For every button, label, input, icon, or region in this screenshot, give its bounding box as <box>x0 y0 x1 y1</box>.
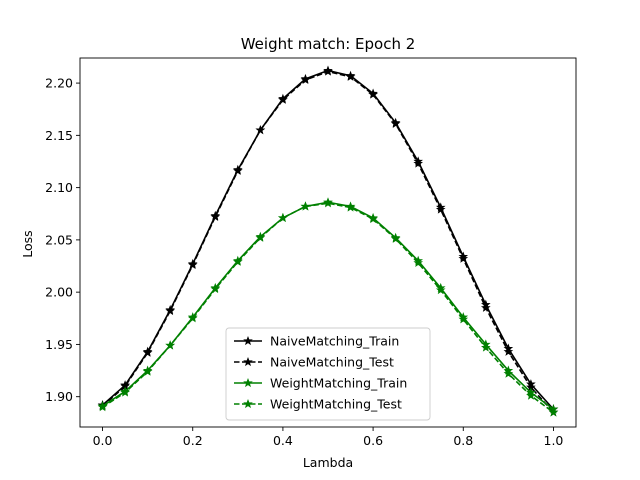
legend-marker <box>243 398 253 409</box>
data-point <box>413 257 423 267</box>
legend-entry: NaiveMatching_Train <box>234 334 399 349</box>
data-point <box>323 66 333 76</box>
legend-entry: NaiveMatching_Test <box>234 355 394 370</box>
legend-box <box>225 327 431 421</box>
data-point <box>142 366 153 376</box>
data-point <box>165 305 175 316</box>
data-point <box>255 125 266 135</box>
axes-frame <box>79 57 577 428</box>
data-point <box>210 211 221 221</box>
x-tick-label: 0.2 <box>183 433 203 448</box>
data-point <box>345 202 356 212</box>
y-tick-label: 2.10 <box>45 180 73 195</box>
series-NaiveMatching_Test <box>97 66 559 417</box>
y-tick-label: 1.95 <box>45 337 73 352</box>
data-point <box>368 89 378 99</box>
x-tick-label: 1.0 <box>544 433 564 448</box>
data-point <box>278 94 288 104</box>
y-tick-label: 2.20 <box>45 76 73 91</box>
data-point <box>300 201 311 211</box>
data-point <box>97 402 108 412</box>
x-tick-label: 0.8 <box>453 433 473 448</box>
legend-label: WeightMatching_Test <box>270 397 402 412</box>
data-point <box>390 233 401 243</box>
data-point <box>503 368 514 378</box>
legend-entry: WeightMatching_Train <box>234 376 407 391</box>
data-point <box>278 212 288 223</box>
legend-entry: WeightMatching_Test <box>234 397 402 412</box>
data-point <box>187 313 198 323</box>
data-point <box>142 347 153 357</box>
legend-label: NaiveMatching_Train <box>270 334 399 349</box>
series-layer <box>97 65 559 417</box>
data-point <box>481 342 491 352</box>
data-point <box>481 302 491 312</box>
x-tick-label: 0.4 <box>273 433 293 448</box>
data-point <box>458 314 469 324</box>
data-point <box>165 340 175 350</box>
data-point <box>526 390 536 400</box>
data-point <box>368 213 378 224</box>
data-point <box>435 204 446 214</box>
data-point <box>120 387 130 397</box>
chart-title: Weight match: Epoch 2 <box>241 35 416 53</box>
x-axis-label: Lambda <box>303 455 353 470</box>
data-point <box>503 346 514 356</box>
y-tick-label: 2.00 <box>45 285 73 300</box>
legend-marker <box>243 356 253 367</box>
data-point <box>233 256 243 266</box>
legend: NaiveMatching_Train NaiveMatching_Test Wei… <box>225 327 431 421</box>
data-point <box>187 259 198 270</box>
data-point <box>458 253 469 263</box>
data-point <box>413 158 423 168</box>
data-point <box>300 74 311 85</box>
legend-label: NaiveMatching_Test <box>270 355 394 370</box>
legend-label: WeightMatching_Train <box>270 376 407 391</box>
x-tick-label: 0.6 <box>363 433 383 448</box>
y-tick-label: 1.90 <box>45 389 73 404</box>
data-point <box>548 407 559 417</box>
data-point <box>210 283 221 294</box>
data-point <box>323 198 333 208</box>
y-tick-label: 2.15 <box>45 128 73 143</box>
data-point <box>390 118 401 128</box>
legend-marker <box>243 377 253 388</box>
y-tick-label: 2.05 <box>45 232 73 247</box>
data-point <box>255 232 266 242</box>
data-point <box>233 165 243 175</box>
series-WeightMatching_Test <box>97 198 559 417</box>
axes-layer: 0.0 0.2 0.4 0.6 0.8 1.0 1.90 1.95 2.00 2.05 2.10 2.… <box>45 57 577 448</box>
data-point <box>345 71 356 81</box>
legend-marker <box>243 335 253 346</box>
data-point <box>435 285 446 295</box>
y-axis-label: Loss <box>20 230 35 257</box>
x-tick-label: 0.0 <box>93 433 113 448</box>
